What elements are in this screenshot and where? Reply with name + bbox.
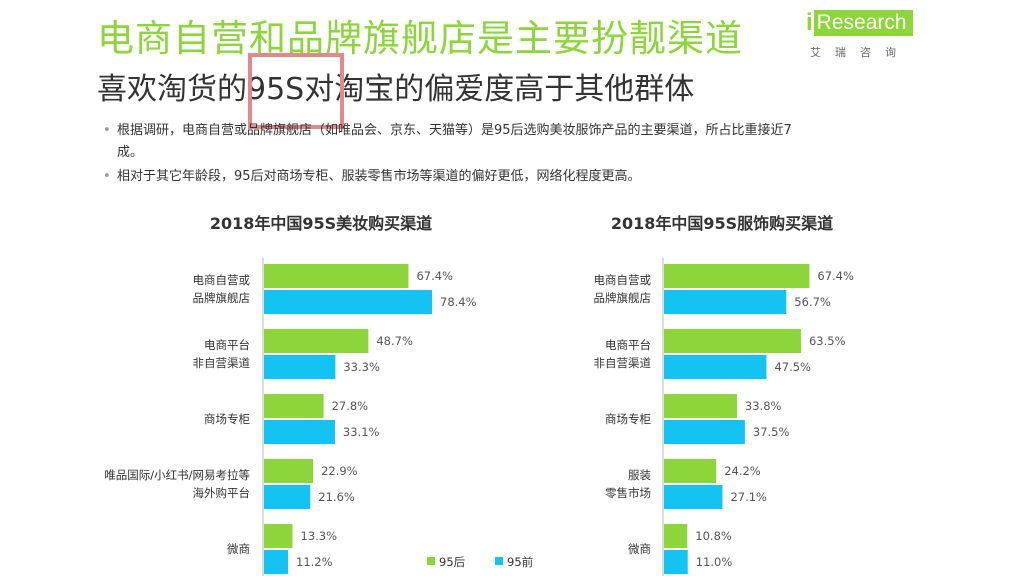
bar-95-after: [264, 264, 409, 288]
iresearch-logo: i Research 艾瑞咨询: [806, 8, 920, 60]
logo-word: Research: [813, 10, 913, 36]
data-label: 33.3%: [343, 360, 380, 374]
bar-95-after: [664, 524, 688, 548]
bar-95-after: [664, 329, 801, 353]
category-label: 微商: [227, 542, 250, 556]
data-label: 56.7%: [794, 295, 831, 309]
category-label: 零售市场: [605, 486, 651, 500]
bullet-item: 根据调研，电商自营或品牌旗舰店（如唯品会、京东、天猫等）是95后选购美妆服饰产品…: [103, 120, 803, 164]
category-label: 非自营渠道: [594, 356, 652, 370]
bar-95-after: [264, 329, 369, 353]
bar-95-before: [264, 420, 335, 444]
data-label: 10.8%: [695, 529, 732, 543]
data-label: 67.4%: [817, 269, 854, 283]
bar-95-after: [264, 394, 324, 418]
logo-i: i: [806, 9, 813, 36]
category-label: 商场专柜: [204, 412, 250, 426]
data-label: 67.4%: [416, 269, 453, 283]
data-label: 37.5%: [753, 425, 790, 439]
slide-margin-left: [0, 0, 52, 576]
bullet-item: 相对于其它年龄段，95后对商场专柜、服装零售市场等渠道的偏好更低，网络化程度更高…: [103, 166, 803, 188]
bullet-list: 根据调研，电商自营或品牌旗舰店（如唯品会、京东、天猫等）是95后选购美妆服饰产品…: [103, 120, 803, 188]
chart-title: 2018年中国95S美妆购买渠道: [210, 214, 432, 233]
category-label: 品牌旗舰店: [193, 291, 251, 305]
data-label: 27.1%: [730, 490, 767, 504]
data-label: 33.8%: [745, 399, 782, 413]
data-label: 33.1%: [343, 425, 380, 439]
category-label: 品牌旗舰店: [594, 291, 652, 305]
bar-95-after: [264, 524, 293, 548]
category-label: 电商平台: [605, 338, 651, 352]
data-label: 11.2%: [296, 555, 333, 569]
bar-95-before: [664, 290, 787, 314]
category-label: 商场专柜: [605, 412, 651, 426]
slide-margin-right: [972, 0, 1024, 576]
bar-95-before: [664, 550, 688, 574]
page-title: 电商自营和品牌旗舰店是主要扮靓渠道: [97, 17, 743, 60]
legend-swatch-95-after: [427, 557, 435, 565]
bar-95-after: [264, 459, 314, 483]
legend-label-95-before: 95前: [507, 555, 533, 569]
category-label: 电商自营或: [193, 273, 251, 287]
data-label: 47.5%: [774, 360, 811, 374]
data-label: 27.8%: [332, 399, 369, 413]
bar-95-after: [664, 459, 717, 483]
data-label: 11.0%: [696, 555, 733, 569]
category-label: 服装: [628, 468, 651, 482]
bar-95-before: [264, 485, 311, 509]
data-label: 78.4%: [440, 295, 477, 309]
category-label: 微商: [628, 542, 651, 556]
data-label: 13.3%: [301, 529, 338, 543]
data-label: 63.5%: [809, 334, 846, 348]
category-label: 非自营渠道: [193, 356, 251, 370]
data-label: 24.2%: [724, 464, 761, 478]
category-label: 电商平台: [204, 338, 250, 352]
chart-title: 2018年中国95S服饰购买渠道: [611, 214, 833, 233]
category-label: 电商自营或: [594, 273, 652, 287]
logo-subtitle: 艾瑞咨询: [810, 46, 910, 59]
category-label: 海外购平台: [193, 486, 251, 500]
data-label: 48.7%: [376, 334, 413, 348]
data-label: 22.9%: [321, 464, 358, 478]
bar-95-before: [664, 355, 767, 379]
page-subtitle: 喜欢淘货的95S对淘宝的偏爱度高于其他群体: [97, 72, 695, 107]
bar-95-before: [664, 485, 723, 509]
bar-95-before: [264, 550, 289, 574]
legend-swatch-95-before: [495, 557, 503, 565]
data-label: 21.6%: [318, 490, 355, 504]
bar-95-after: [664, 264, 810, 288]
bar-95-before: [664, 420, 745, 444]
bar-95-before: [264, 355, 336, 379]
bar-95-after: [664, 394, 737, 418]
legend-label-95-after: 95后: [439, 555, 465, 569]
bar-95-before: [264, 290, 433, 314]
category-label: 唯品国际/小红书/网易考拉等: [104, 468, 250, 482]
logo-wordmark: i Research: [806, 8, 913, 38]
slide: [52, 0, 964, 576]
